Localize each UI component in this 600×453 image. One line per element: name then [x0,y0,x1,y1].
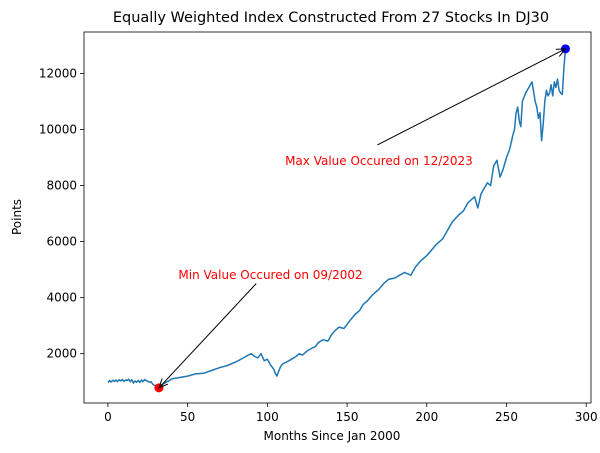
index-series-line [107,48,567,389]
y-axis-label: Points [10,199,24,235]
annotation-text: Max Value Occured on 12/2023 [285,154,473,168]
y-tick-label: 8000 [46,179,77,193]
y-tick-label: 2000 [46,347,77,361]
y-tick-label: 10000 [39,123,77,137]
annotation-text: Min Value Occured on 09/2002 [178,268,362,282]
annotations: Min Value Occured on 09/2002 Max Value Oc… [154,44,570,393]
x-axis-label: Months Since Jan 2000 [264,429,401,443]
y-tick-label: 4000 [46,291,77,305]
x-tick-label: 150 [336,410,359,424]
tick-marks: 0 50 100 150 200 250 300 2000 4000 6000 8000 10000 1… [39,66,598,424]
plot-frame [83,31,592,404]
series-line-group [107,48,567,389]
x-tick-label: 300 [575,410,598,424]
annotation-arrow [159,283,257,388]
x-tick-label: 100 [256,410,279,424]
x-tick-label: 0 [104,410,112,424]
chart-title: Equally Weighted Index Constructed From … [113,10,549,26]
x-tick-label: 50 [180,410,195,424]
annotation-arrow [377,49,565,146]
x-tick-label: 200 [415,410,438,424]
y-tick-label: 12000 [39,66,77,80]
y-tick-label: 6000 [46,235,77,249]
x-tick-label: 250 [495,410,518,424]
axes [83,31,592,404]
